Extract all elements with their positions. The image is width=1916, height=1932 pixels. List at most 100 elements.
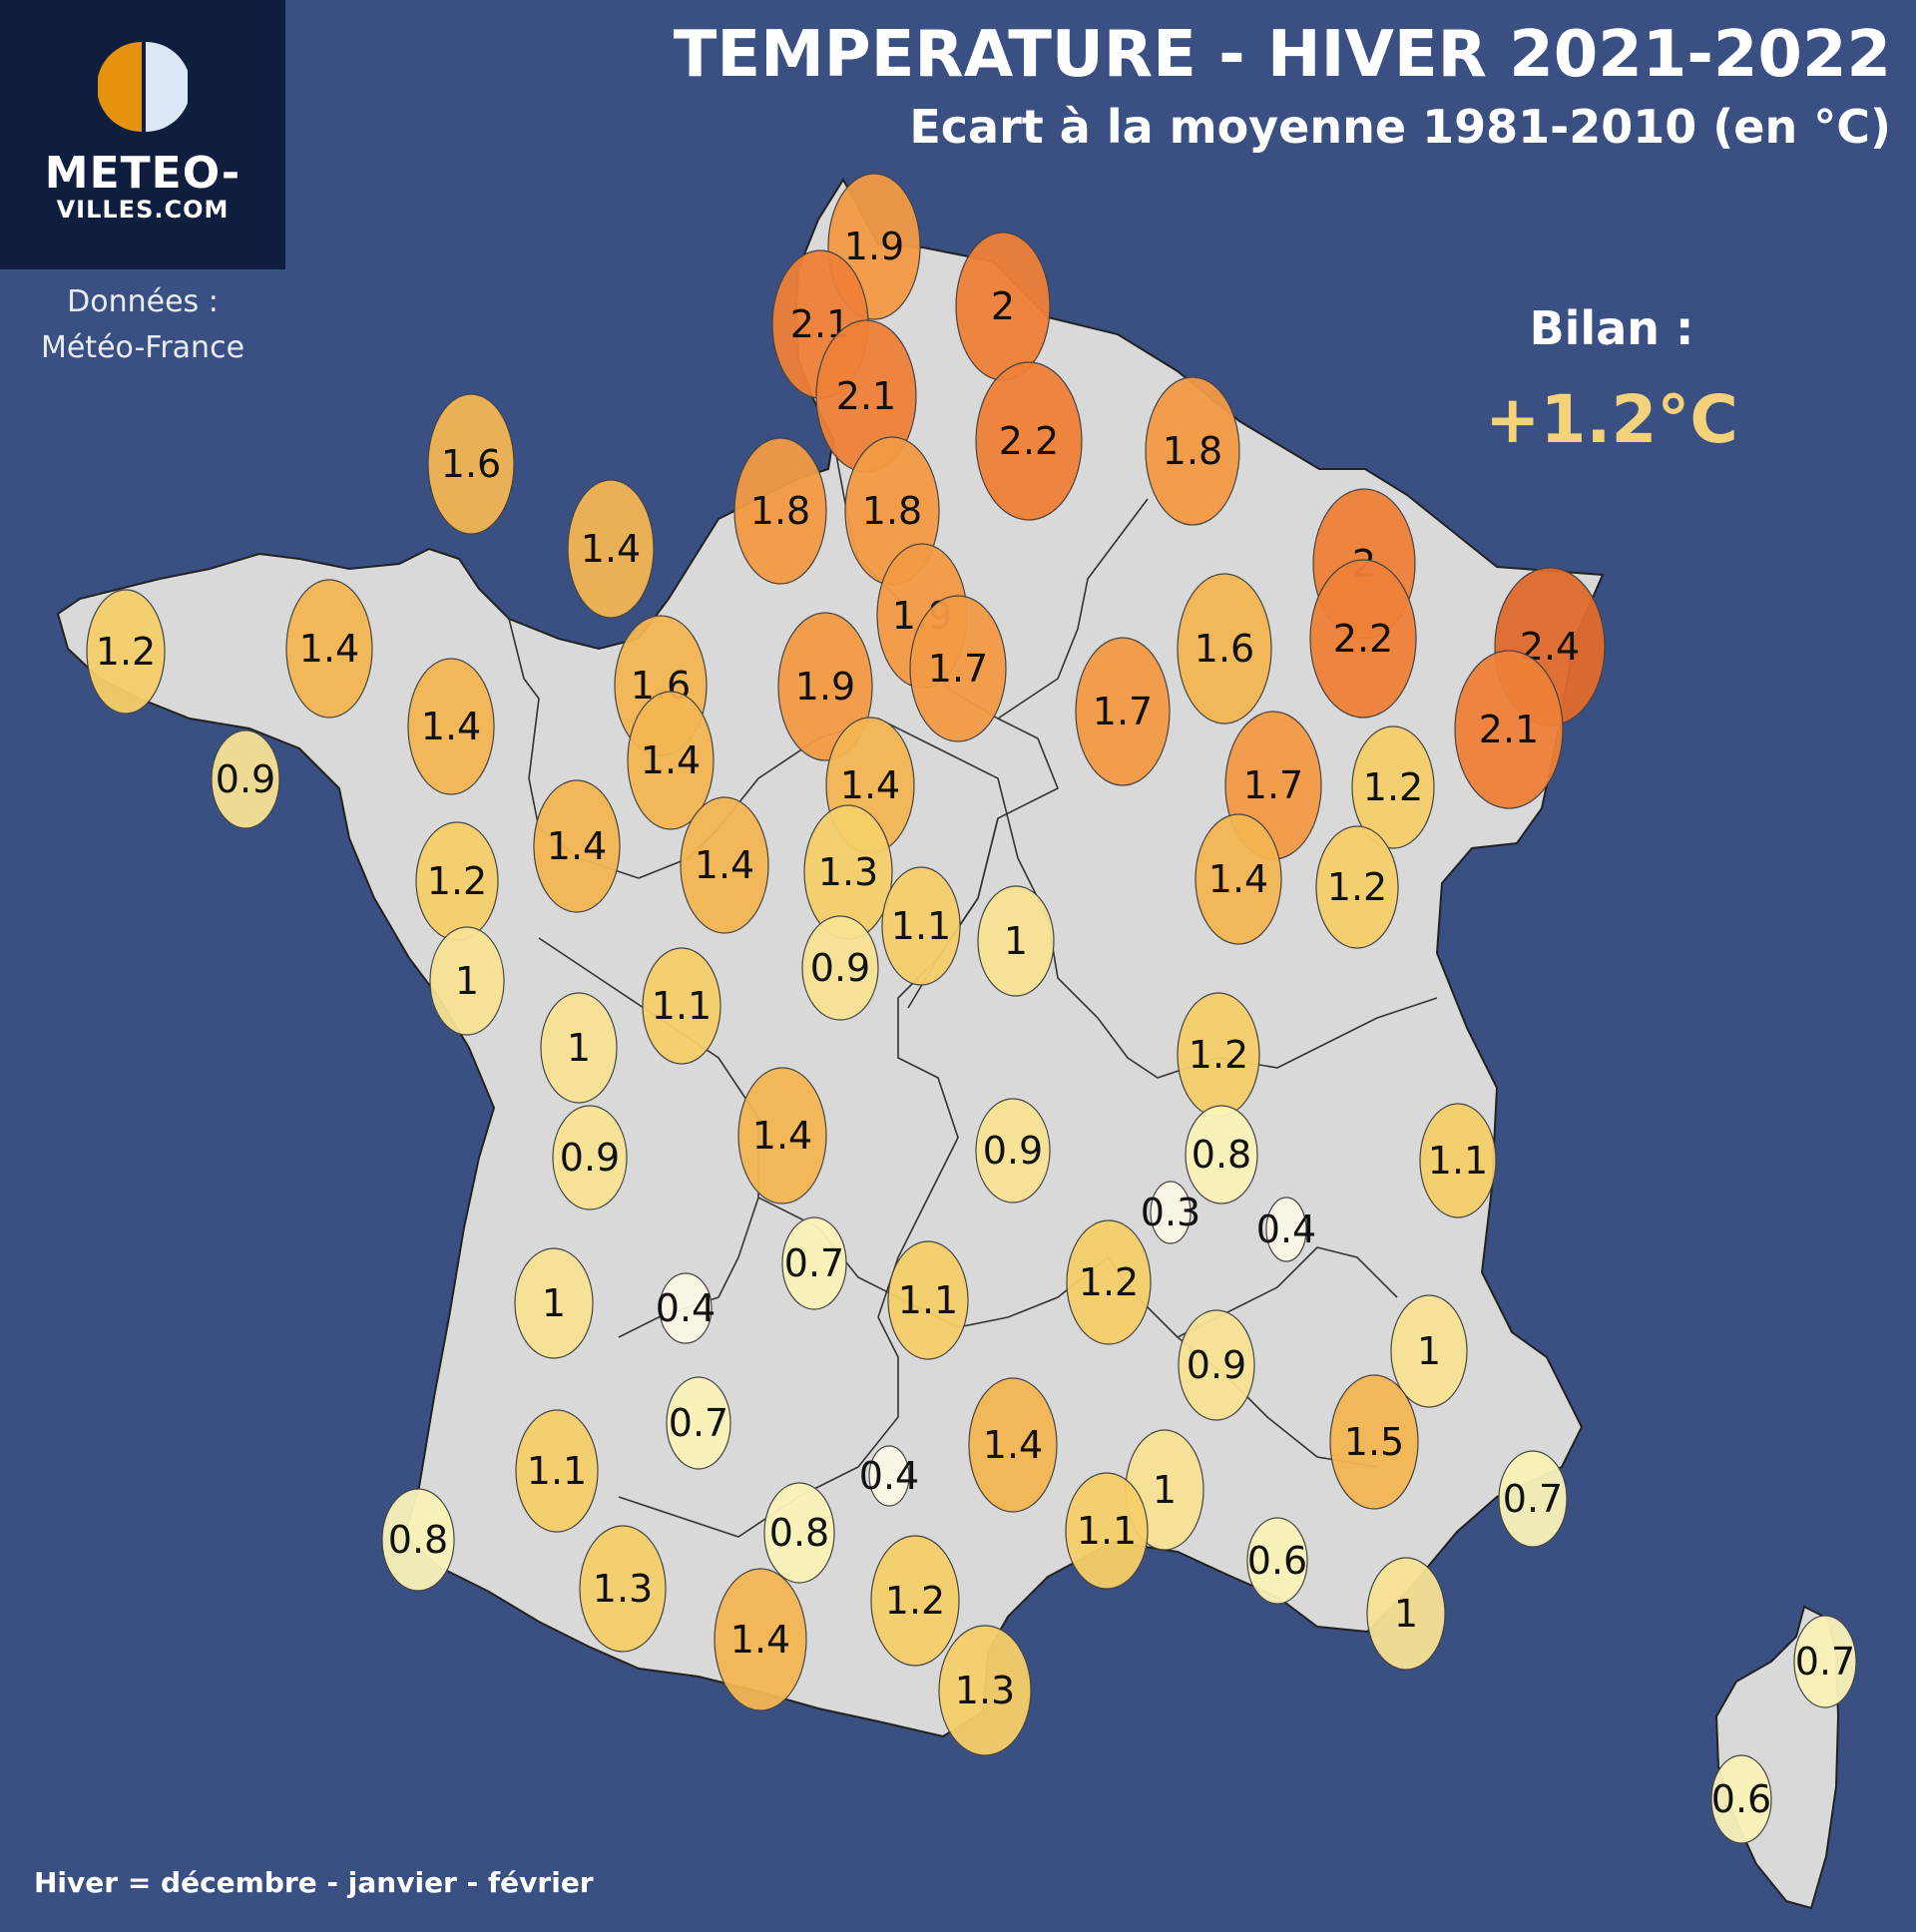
station-value-label: 2.1 <box>1479 708 1539 751</box>
station-marker: 0.9 <box>975 1098 1051 1204</box>
station-bubble <box>801 915 879 1021</box>
source-name: Météo-France <box>40 330 245 365</box>
station-marker: 0.7 <box>781 1216 847 1310</box>
station-value-label: 1.9 <box>844 225 904 268</box>
station-bubble <box>1075 637 1171 786</box>
station-value-label: 1.2 <box>427 859 487 903</box>
station-bubble <box>977 885 1055 997</box>
station-bubble <box>938 1625 1032 1756</box>
station-marker: 0.4 <box>1256 1197 1316 1262</box>
station-marker: 1.4 <box>567 479 655 619</box>
station-value-label: 0.8 <box>388 1518 448 1562</box>
station-value-label: 1.4 <box>983 1423 1043 1467</box>
station-marker: 1.4 <box>1195 813 1282 945</box>
station-marker: 1.4 <box>285 579 373 719</box>
station-marker: 1.2 <box>86 589 166 715</box>
station-marker: 0.4 <box>859 1445 919 1507</box>
station-marker: 1.1 <box>1065 1472 1149 1590</box>
station-bubble <box>627 691 715 830</box>
station-value-label: 0.6 <box>1711 1777 1771 1821</box>
station-marker: 1.1 <box>887 1240 969 1360</box>
station-bubble <box>975 1098 1051 1204</box>
station-value-label: 1.4 <box>730 1618 790 1662</box>
station-value-label: 2.2 <box>999 419 1059 463</box>
station-value-label: 2.2 <box>1333 617 1393 661</box>
station-marker: 2.1 <box>1454 650 1564 809</box>
station-bubble <box>427 393 515 535</box>
station-marker: 2.2 <box>975 361 1083 521</box>
station-bubble <box>975 361 1083 521</box>
station-marker: 1.8 <box>733 437 827 585</box>
station-bubble <box>680 796 769 934</box>
station-bubble <box>514 1247 594 1359</box>
station-marker: 1 <box>977 885 1055 997</box>
station-marker: 1.2 <box>870 1535 960 1667</box>
station-value-label: 0.9 <box>1187 1343 1246 1387</box>
station-marker: 0.8 <box>763 1482 835 1584</box>
station-value-label: 1 <box>1153 1468 1177 1512</box>
station-bubble <box>868 1445 910 1507</box>
station-value-label: 1 <box>542 1281 566 1325</box>
station-marker: 1 <box>429 926 505 1036</box>
station-marker: 1.6 <box>1177 573 1272 724</box>
station-bubble <box>1185 1105 1258 1205</box>
station-marker: 1.1 <box>515 1409 599 1533</box>
station-value-label: 1 <box>567 1026 591 1070</box>
station-bubble <box>666 1376 731 1470</box>
station-marker: 1.8 <box>1145 376 1240 526</box>
station-bubble <box>887 1240 969 1360</box>
station-marker: 0.9 <box>1178 1309 1255 1421</box>
station-value-label: 1.6 <box>441 442 501 486</box>
station-bubble <box>1498 1450 1568 1548</box>
station-bubble <box>968 1377 1058 1513</box>
station-bubble <box>1366 1557 1446 1671</box>
station-bubble <box>1145 376 1240 526</box>
station-marker: 0.4 <box>656 1272 716 1344</box>
station-value-label: 1.4 <box>752 1114 812 1158</box>
station-marker: 1.7 <box>1075 637 1171 786</box>
station-value-label: 1.2 <box>1363 765 1423 809</box>
station-marker: 1.2 <box>1177 992 1260 1118</box>
station-value-label: 1.7 <box>928 647 988 691</box>
station-value-label: 0.7 <box>1795 1640 1855 1684</box>
station-value-label: 0.6 <box>1247 1539 1307 1583</box>
station-marker: 1.2 <box>1351 725 1435 849</box>
station-value-label: 2 <box>991 284 1015 328</box>
data-source: Données : Météo-France <box>0 279 285 371</box>
station-marker: 1.1 <box>642 947 721 1065</box>
station-value-label: 1.1 <box>898 1278 958 1322</box>
station-bubble <box>211 729 280 829</box>
station-value-label: 1 <box>455 959 479 1003</box>
station-marker: 1.5 <box>1329 1374 1419 1510</box>
station-marker: 1.3 <box>938 1625 1032 1756</box>
sun-logo-icon <box>98 42 188 132</box>
station-bubble <box>86 589 166 715</box>
station-value-label: 1.4 <box>581 527 641 571</box>
station-value-label: 1.3 <box>955 1669 1015 1712</box>
station-bubble <box>659 1272 713 1344</box>
brand-logo: METEO- VILLES.COM <box>0 0 285 269</box>
station-bubble <box>381 1488 455 1592</box>
station-value-label: 0.8 <box>769 1511 829 1555</box>
station-value-label: 1.5 <box>1344 1420 1404 1464</box>
station-marker: 0.6 <box>1246 1517 1308 1605</box>
station-bubble <box>407 658 495 795</box>
station-bubble <box>1351 725 1435 849</box>
station-value-label: 1.8 <box>862 489 922 533</box>
station-value-label: 0.8 <box>1192 1133 1251 1177</box>
footer-note: Hiver = décembre - janvier - février <box>34 1866 594 1899</box>
station-marker: 1.4 <box>737 1067 827 1205</box>
station-bubble <box>1793 1615 1857 1708</box>
station-marker: 1.3 <box>579 1525 667 1653</box>
station-bubble <box>1150 1181 1192 1244</box>
station-value-label: 1.4 <box>1208 857 1268 901</box>
station-value-label: 1.3 <box>818 850 878 894</box>
station-value-label: 1 <box>1004 919 1028 963</box>
summary-label: Bilan : <box>1529 301 1694 355</box>
station-bubble <box>733 437 827 585</box>
station-marker: 1.4 <box>533 779 621 913</box>
station-value-label: 0.9 <box>983 1129 1043 1173</box>
station-value-label: 1.4 <box>695 843 754 887</box>
station-marker: 1.1 <box>1419 1103 1497 1218</box>
station-value-label: 1 <box>1417 1329 1441 1373</box>
